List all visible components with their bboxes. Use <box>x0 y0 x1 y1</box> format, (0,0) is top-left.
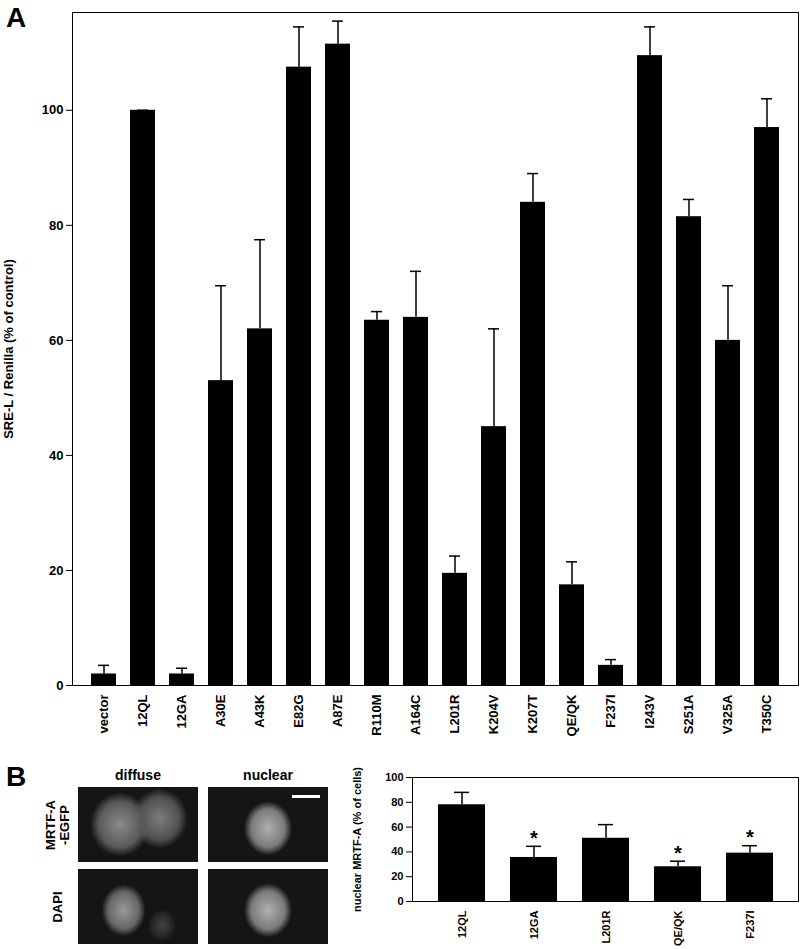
svg-text:F237I: F237I <box>603 695 618 728</box>
svg-text:QE/QK: QE/QK <box>672 910 684 946</box>
svg-text:I243V: I243V <box>642 694 657 728</box>
svg-text:K204V: K204V <box>486 694 501 734</box>
svg-text:12GA: 12GA <box>528 910 540 939</box>
svg-text:60: 60 <box>391 821 403 833</box>
svg-text:*: * <box>746 826 754 848</box>
svg-text:R110M: R110M <box>369 695 384 736</box>
svg-text:40: 40 <box>49 448 63 463</box>
svg-text:20: 20 <box>49 563 63 578</box>
svg-text:L201R: L201R <box>447 694 462 734</box>
html-text:diffuse: diffuse <box>115 767 161 783</box>
svg-text:12GA: 12GA <box>174 694 189 729</box>
svg-text:*: * <box>674 842 682 864</box>
svg-text:K207T: K207T <box>525 694 540 733</box>
svg-text:V325A: V325A <box>720 694 735 734</box>
html-text:DAPI: DAPI <box>49 891 65 922</box>
svg-text:12QL: 12QL <box>456 910 468 938</box>
svg-text:vector: vector <box>96 695 111 734</box>
svg-text:*: * <box>530 827 538 849</box>
svg-text:60: 60 <box>49 333 63 348</box>
html-text:A: A <box>6 2 27 33</box>
html-text:-EGFP: -EGFP <box>56 804 72 845</box>
svg-text:20: 20 <box>391 870 403 882</box>
html-text:MRTF-A: MRTF-A <box>42 799 58 850</box>
html-text:B: B <box>6 761 27 792</box>
svg-text:80: 80 <box>391 796 403 808</box>
svg-text:QE/QK: QE/QK <box>564 694 579 737</box>
svg-text:0: 0 <box>56 678 63 693</box>
svg-text:L201R: L201R <box>600 910 612 943</box>
svg-text:100: 100 <box>42 102 64 117</box>
svg-text:12QL: 12QL <box>135 694 150 727</box>
svg-text:S251A: S251A <box>681 694 696 734</box>
svg-text:A87E: A87E <box>330 694 345 727</box>
svg-text:100: 100 <box>385 771 403 783</box>
svg-text:SRE-L / Renilla (% of control): SRE-L / Renilla (% of control) <box>1 259 16 439</box>
svg-text:80: 80 <box>49 217 63 232</box>
svg-text:A30E: A30E <box>213 694 228 727</box>
svg-text:E82G: E82G <box>291 695 306 728</box>
svg-text:0: 0 <box>397 895 403 907</box>
svg-text:nuclear MRTF-A (% of cells): nuclear MRTF-A (% of cells) <box>351 767 363 912</box>
svg-text:F237I: F237I <box>744 911 756 939</box>
svg-text:T350C: T350C <box>759 694 774 734</box>
svg-text:A164C: A164C <box>408 694 423 735</box>
html-text:nuclear: nuclear <box>243 767 293 783</box>
svg-text:40: 40 <box>391 845 403 857</box>
svg-text:A43K: A43K <box>252 694 267 728</box>
